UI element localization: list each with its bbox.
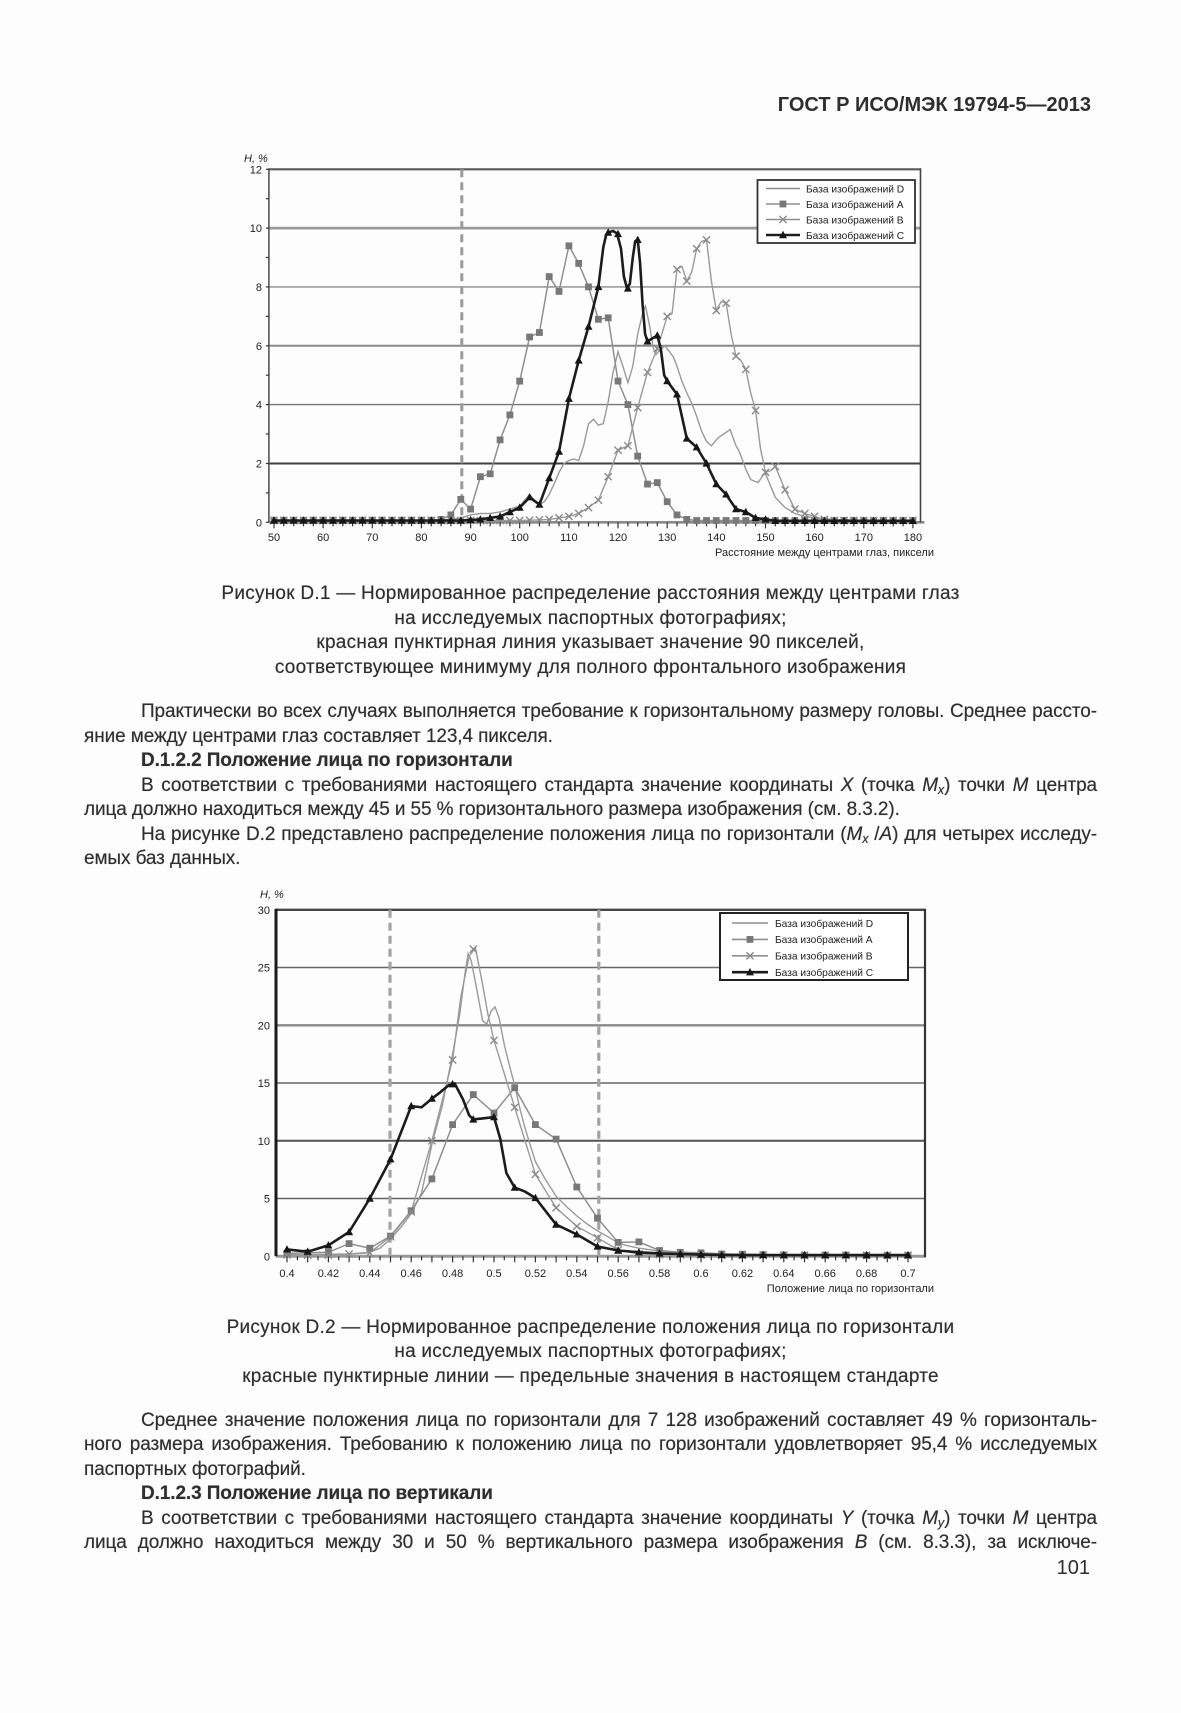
svg-text:8: 8: [256, 282, 262, 294]
svg-text:0: 0: [256, 517, 262, 529]
svg-text:База изображений В: База изображений В: [806, 214, 904, 226]
svg-text:База изображений D: База изображений D: [806, 183, 904, 195]
svg-text:100: 100: [511, 532, 529, 544]
svg-text:90: 90: [464, 532, 476, 544]
svg-text:0.68: 0.68: [856, 1268, 877, 1280]
svg-text:0.48: 0.48: [442, 1268, 463, 1280]
svg-text:50: 50: [268, 532, 280, 544]
svg-text:140: 140: [707, 532, 725, 544]
svg-text:0.4: 0.4: [279, 1268, 294, 1280]
svg-text:15: 15: [258, 1078, 270, 1090]
svg-text:180: 180: [904, 532, 922, 544]
svg-text:30: 30: [258, 905, 270, 917]
svg-text:130: 130: [658, 532, 676, 544]
svg-text:0.66: 0.66: [814, 1268, 835, 1280]
svg-text:0.64: 0.64: [773, 1268, 794, 1280]
svg-text:Расстояние между центрами глаз: Расстояние между центрами глаз, пиксели: [715, 547, 934, 559]
svg-text:0.7: 0.7: [900, 1268, 915, 1280]
svg-text:H, %: H, %: [244, 153, 268, 165]
svg-text:0.6: 0.6: [693, 1268, 708, 1280]
svg-text:5: 5: [264, 1194, 270, 1206]
svg-text:120: 120: [609, 532, 627, 544]
svg-text:База изображений В: База изображений В: [775, 951, 873, 963]
svg-text:База изображений А: База изображений А: [775, 934, 873, 946]
svg-text:2: 2: [256, 459, 262, 471]
svg-text:70: 70: [366, 532, 378, 544]
svg-text:160: 160: [805, 532, 823, 544]
svg-text:12: 12: [250, 164, 262, 176]
svg-text:H, %: H, %: [260, 889, 284, 901]
svg-text:6: 6: [256, 341, 262, 353]
svg-text:База изображений С: База изображений С: [775, 967, 873, 979]
svg-text:25: 25: [258, 963, 270, 975]
svg-text:0.5: 0.5: [486, 1268, 501, 1280]
svg-text:Положение лица по горизонтали: Положение лица по горизонтали: [767, 1283, 934, 1295]
svg-text:0.54: 0.54: [566, 1268, 587, 1280]
svg-text:150: 150: [756, 532, 774, 544]
svg-text:0.58: 0.58: [649, 1268, 670, 1280]
svg-text:10: 10: [258, 1136, 270, 1148]
svg-text:10: 10: [250, 223, 262, 235]
svg-text:База изображений D: База изображений D: [775, 918, 873, 930]
svg-text:0.62: 0.62: [732, 1268, 753, 1280]
svg-text:База изображений С: База изображений С: [806, 230, 904, 242]
svg-text:0.56: 0.56: [607, 1268, 628, 1280]
svg-text:20: 20: [258, 1020, 270, 1032]
svg-text:80: 80: [415, 532, 427, 544]
svg-text:0.42: 0.42: [318, 1268, 339, 1280]
svg-text:0.44: 0.44: [359, 1268, 380, 1280]
svg-text:4: 4: [256, 400, 262, 412]
svg-text:60: 60: [317, 532, 329, 544]
svg-text:0.46: 0.46: [400, 1268, 421, 1280]
svg-text:База изображений А: База изображений А: [806, 199, 904, 211]
svg-text:0.52: 0.52: [525, 1268, 546, 1280]
svg-text:0: 0: [264, 1251, 270, 1263]
svg-text:110: 110: [560, 532, 578, 544]
svg-text:170: 170: [855, 532, 873, 544]
